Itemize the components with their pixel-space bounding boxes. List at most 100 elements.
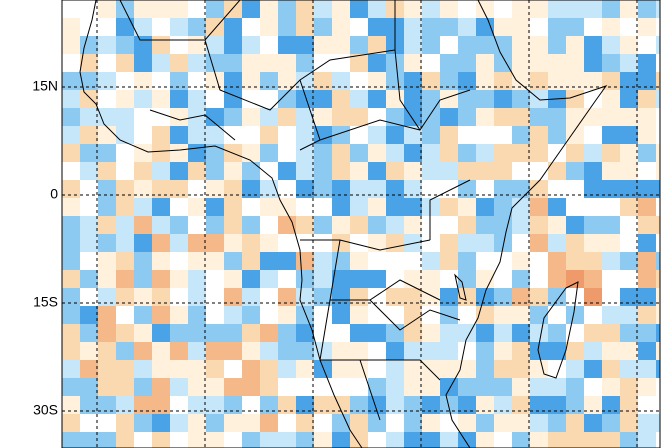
- cell: [548, 36, 566, 54]
- cell: [656, 180, 660, 198]
- cell: [242, 144, 260, 162]
- cell: [422, 108, 440, 126]
- cell: [422, 0, 440, 18]
- cell: [98, 234, 116, 252]
- cell: [260, 234, 278, 252]
- cell: [656, 342, 660, 360]
- cell: [458, 144, 476, 162]
- cell: [422, 180, 440, 198]
- cell: [296, 54, 314, 72]
- cell: [458, 252, 476, 270]
- cell: [476, 0, 494, 18]
- cell: [512, 306, 530, 324]
- cell: [314, 396, 332, 414]
- cell: [62, 234, 80, 252]
- cell: [440, 0, 458, 18]
- cell: [260, 72, 278, 90]
- cell: [188, 72, 206, 90]
- cell: [602, 126, 620, 144]
- cell: [62, 108, 80, 126]
- cell: [80, 270, 98, 288]
- cell: [170, 252, 188, 270]
- cell: [386, 90, 404, 108]
- cell: [584, 306, 602, 324]
- cell: [548, 252, 566, 270]
- cell: [656, 72, 660, 90]
- cell: [260, 270, 278, 288]
- cell: [242, 306, 260, 324]
- cell: [548, 306, 566, 324]
- cell: [638, 108, 656, 126]
- cell: [278, 288, 296, 306]
- cell: [386, 342, 404, 360]
- cell: [350, 252, 368, 270]
- cell: [566, 252, 584, 270]
- cell: [476, 216, 494, 234]
- cell: [260, 288, 278, 306]
- cell: [332, 90, 350, 108]
- cell: [224, 396, 242, 414]
- cell: [512, 18, 530, 36]
- cell: [278, 108, 296, 126]
- cell: [494, 216, 512, 234]
- cell: [332, 270, 350, 288]
- cell: [494, 126, 512, 144]
- cell: [368, 378, 386, 396]
- cell: [98, 432, 116, 448]
- cell: [638, 324, 656, 342]
- cell: [548, 0, 566, 18]
- cell: [656, 270, 660, 288]
- lat-label: 0: [50, 186, 58, 202]
- cell: [368, 162, 386, 180]
- cell: [224, 378, 242, 396]
- cell: [98, 252, 116, 270]
- cell: [656, 18, 660, 36]
- cell: [494, 0, 512, 18]
- cell: [422, 72, 440, 90]
- cell: [134, 36, 152, 54]
- cell: [404, 0, 422, 18]
- cell: [422, 270, 440, 288]
- cell: [350, 0, 368, 18]
- cell: [458, 216, 476, 234]
- cell: [656, 324, 660, 342]
- cell: [134, 0, 152, 18]
- cell: [620, 108, 638, 126]
- cell: [584, 342, 602, 360]
- cell: [566, 180, 584, 198]
- cell: [62, 36, 80, 54]
- cell: [386, 198, 404, 216]
- cell: [476, 180, 494, 198]
- cell: [422, 342, 440, 360]
- cell: [260, 198, 278, 216]
- cell: [422, 144, 440, 162]
- cell: [584, 0, 602, 18]
- cell: [638, 162, 656, 180]
- cell: [566, 432, 584, 448]
- cell: [440, 54, 458, 72]
- madagascar: [537, 281, 579, 379]
- cell: [80, 180, 98, 198]
- cell: [278, 0, 296, 18]
- cell: [296, 378, 314, 396]
- cell: [62, 144, 80, 162]
- cell: [440, 360, 458, 378]
- cell: [62, 198, 80, 216]
- cell: [368, 180, 386, 198]
- cell: [422, 90, 440, 108]
- cell: [440, 252, 458, 270]
- cell: [242, 18, 260, 36]
- cell: [458, 72, 476, 90]
- cell: [512, 270, 530, 288]
- cell: [98, 36, 116, 54]
- cell: [530, 126, 548, 144]
- cell: [494, 198, 512, 216]
- cell: [332, 180, 350, 198]
- cell: [638, 342, 656, 360]
- cell: [152, 198, 170, 216]
- cell: [152, 414, 170, 432]
- cell: [386, 324, 404, 342]
- cell: [620, 90, 638, 108]
- cell: [242, 108, 260, 126]
- cell: [188, 378, 206, 396]
